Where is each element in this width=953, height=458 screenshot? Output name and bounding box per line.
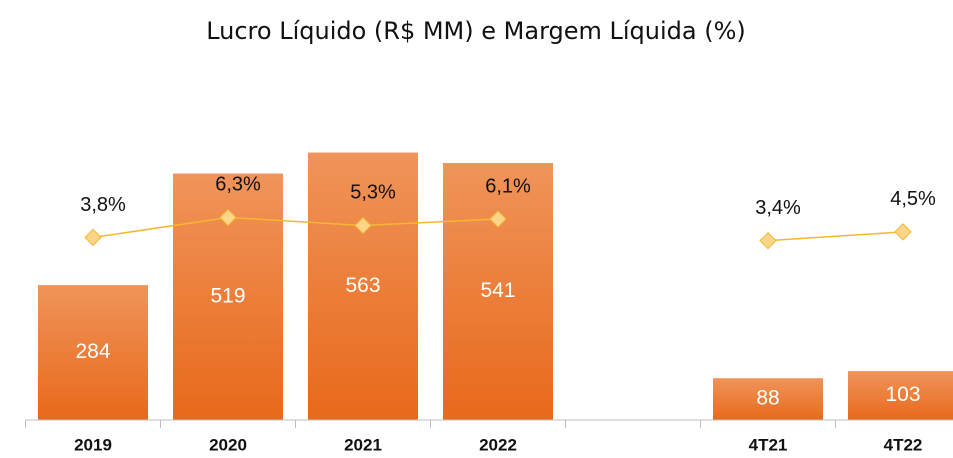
- line-marker: [489, 210, 507, 228]
- bar-value-label: 541: [480, 279, 515, 302]
- line-marker: [894, 223, 912, 241]
- x-tick-label: 4T22: [884, 435, 923, 454]
- line: [767, 231, 904, 242]
- bar-value-label: 284: [75, 340, 110, 363]
- bar: [308, 152, 418, 420]
- bar: [443, 163, 553, 420]
- bar-value-label: 519: [210, 284, 245, 307]
- bar: [848, 371, 953, 420]
- bar: [713, 378, 823, 420]
- x-tick-label: 4T21: [749, 435, 788, 454]
- line-value-label: 6,1%: [485, 175, 531, 197]
- line-marker: [759, 231, 777, 250]
- line-value-label: 6,3%: [215, 174, 261, 196]
- line-value-label: 3,4%: [755, 197, 801, 219]
- line: [92, 216, 499, 239]
- x-tick-label: 2020: [209, 435, 247, 454]
- bar-value-label: 88: [756, 387, 779, 410]
- bar: [38, 285, 148, 420]
- line-marker: [219, 208, 237, 227]
- x-tick-label: 2021: [344, 435, 382, 454]
- line-value-label: 3,8%: [80, 194, 126, 216]
- line-marker: [84, 228, 102, 247]
- chart-title: Lucro Líquido (R$ MM) e Margem Líquida (…: [206, 17, 746, 45]
- bar-value-label: 563: [345, 274, 380, 297]
- x-tick-label: 2022: [479, 435, 517, 454]
- line-marker: [354, 216, 372, 235]
- bar-value-label: 103: [885, 383, 920, 406]
- line-value-label: 5,3%: [350, 182, 396, 204]
- x-tick-label: 2019: [74, 435, 112, 454]
- line-value-label: 4,5%: [890, 188, 936, 210]
